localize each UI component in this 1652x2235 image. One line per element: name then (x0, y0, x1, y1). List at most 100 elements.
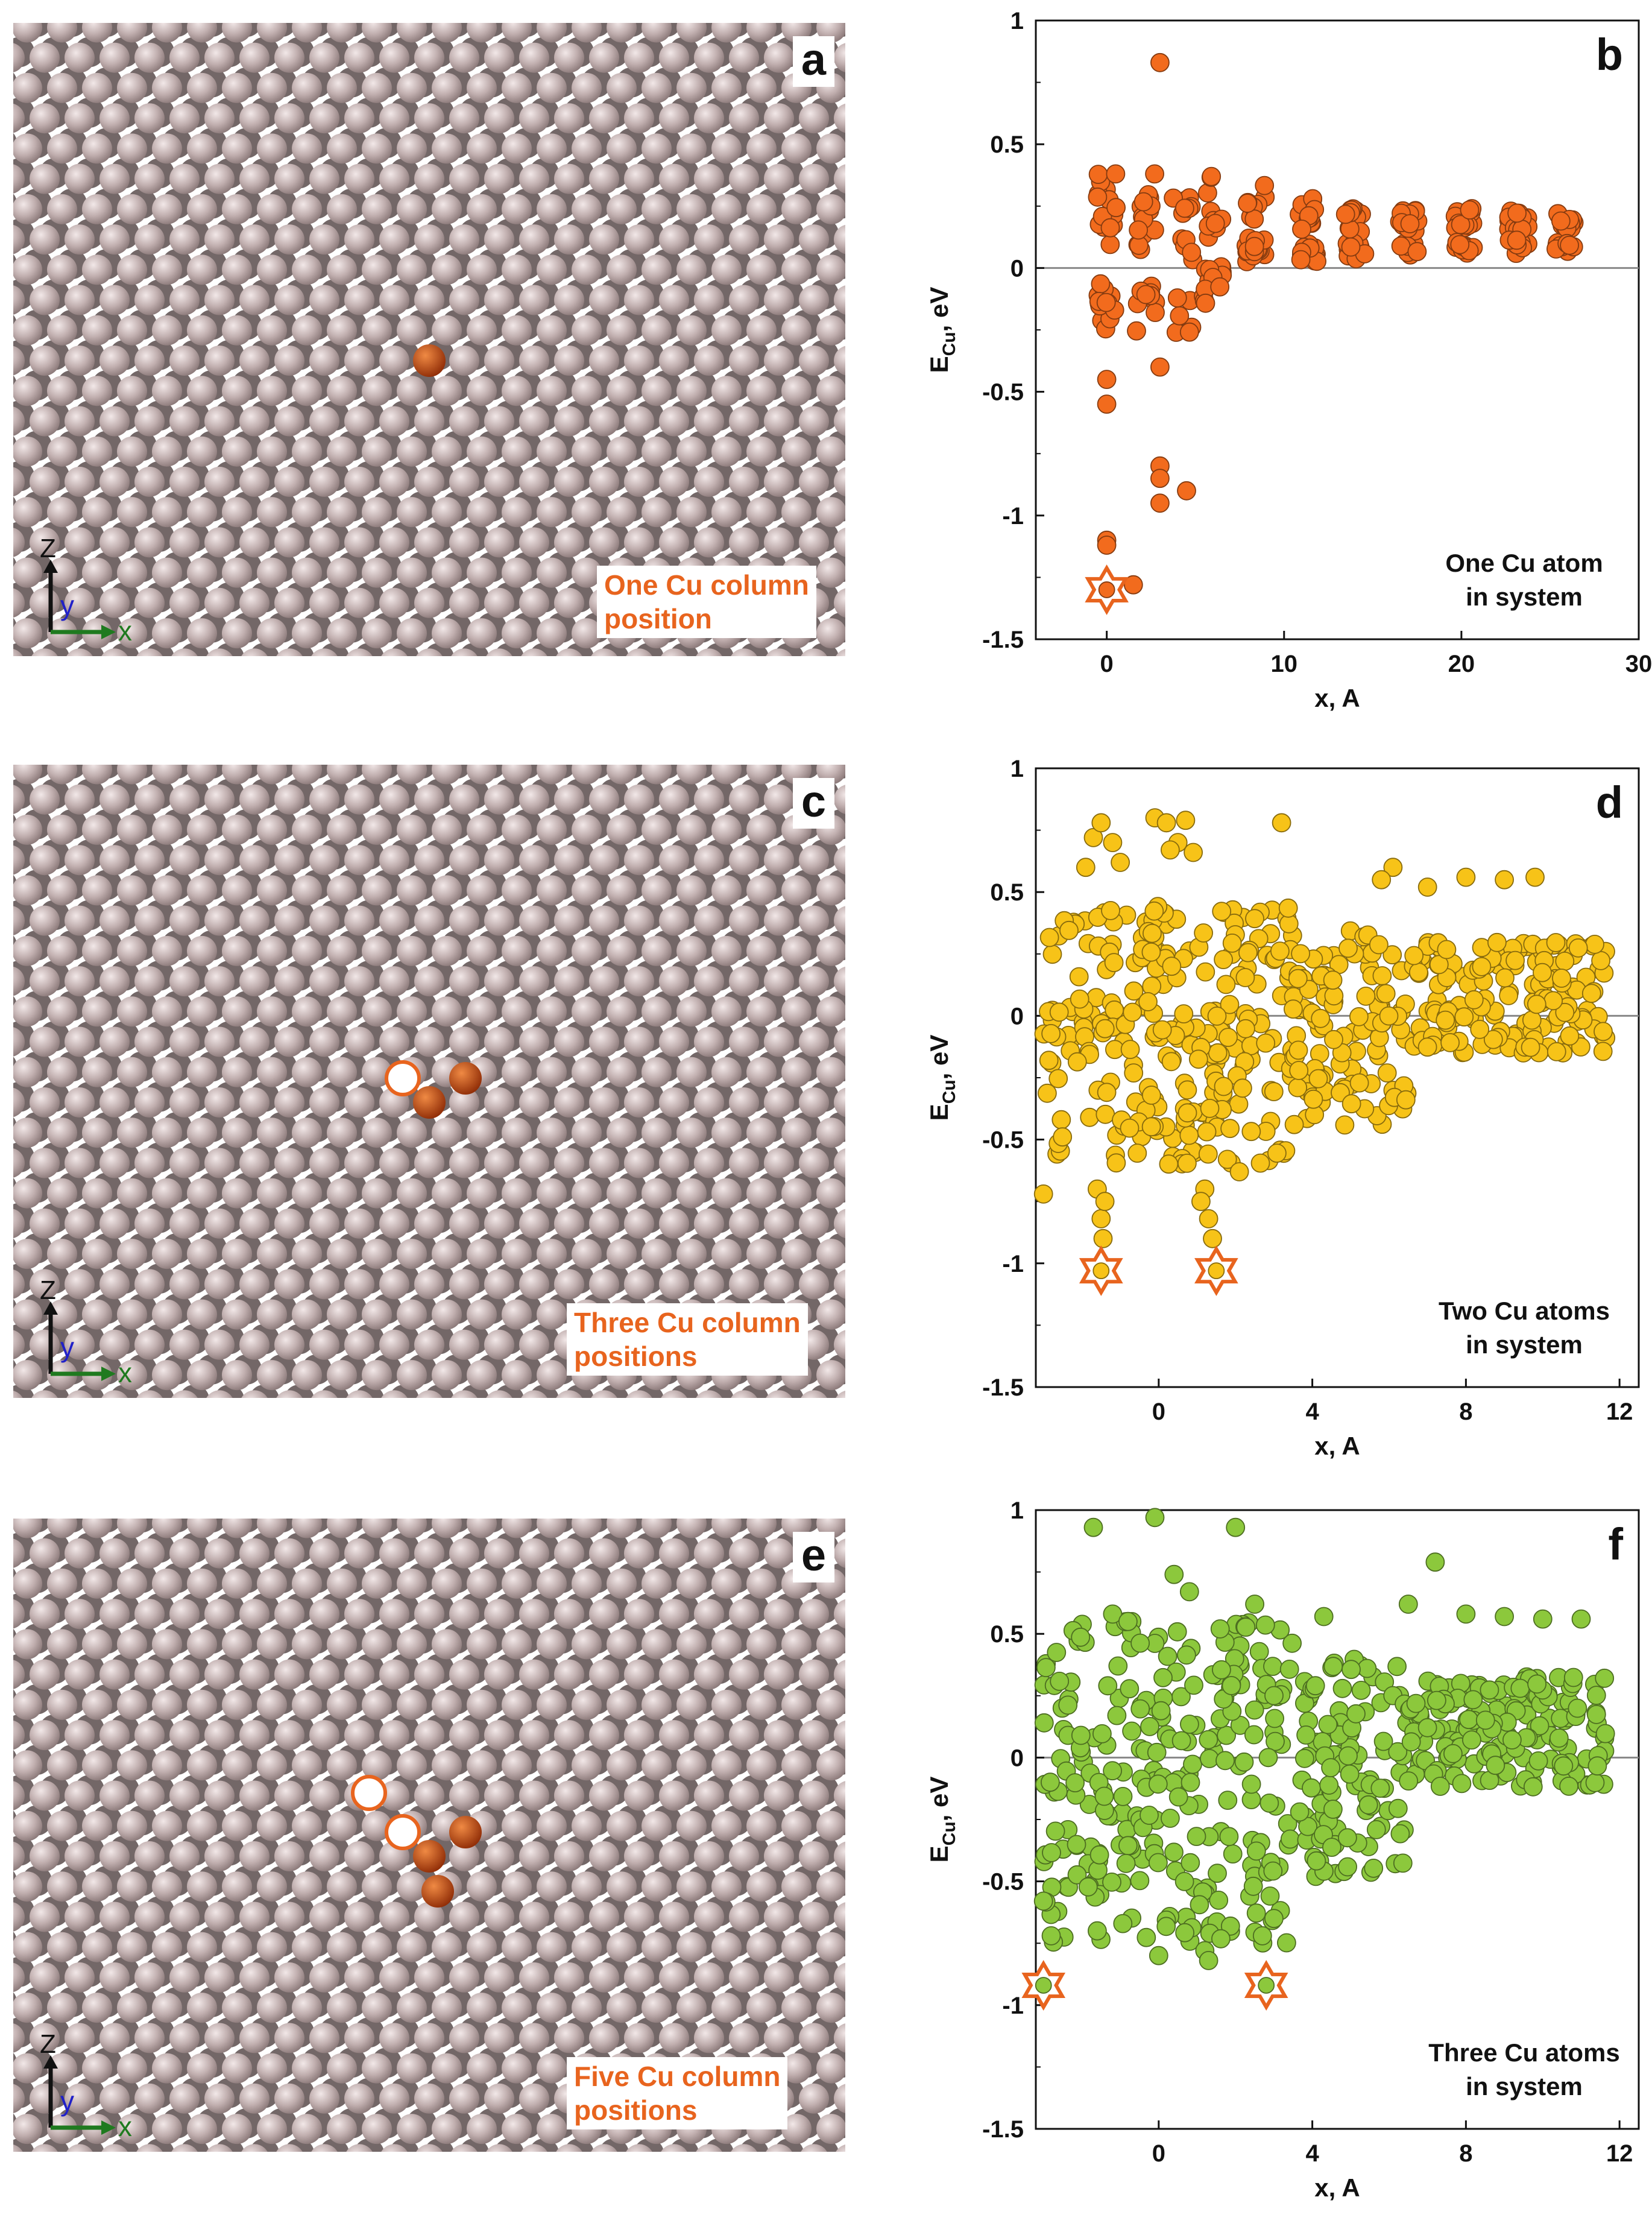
atom (572, 618, 602, 649)
atom (624, 784, 654, 815)
atom (206, 1390, 233, 1398)
atom (834, 2084, 845, 2114)
cu-vacant-position (351, 1775, 387, 1811)
atom (554, 42, 584, 73)
atom (362, 1932, 392, 1962)
atom (537, 875, 567, 906)
atom (554, 1208, 584, 1239)
atom (134, 103, 165, 134)
atom (694, 1208, 724, 1239)
data-point (1178, 1103, 1197, 1123)
atom (659, 346, 689, 376)
atom (187, 1689, 217, 1720)
atom (169, 966, 200, 997)
atom (607, 436, 637, 467)
atom (694, 42, 724, 73)
atom (467, 315, 497, 346)
atom (816, 1750, 845, 1781)
atom (414, 1962, 444, 1993)
atom (659, 845, 689, 876)
atom (537, 72, 567, 103)
atom-view-panel-a: a One Cu column position Z y x (13, 23, 845, 656)
atom (729, 1901, 759, 1932)
atom (257, 1629, 287, 1660)
atom (327, 2114, 357, 2145)
data-point (1200, 1099, 1220, 1118)
atom (711, 1932, 742, 1962)
atom (30, 42, 60, 73)
data-point (1217, 1725, 1236, 1745)
atom (169, 1659, 200, 1690)
atom (30, 966, 60, 997)
atom (117, 1568, 147, 1599)
atom (309, 406, 339, 437)
atom (397, 194, 427, 224)
annotation-line: in system (1466, 583, 1583, 611)
atom (13, 1902, 25, 1932)
atom (362, 497, 392, 528)
atom (397, 1871, 427, 1902)
atom (292, 1871, 322, 1902)
atom (257, 1299, 287, 1330)
atom (414, 2023, 444, 2053)
atom (30, 285, 60, 315)
atom (169, 1026, 200, 1057)
y-tick-label: -1 (1002, 503, 1024, 530)
atom (204, 1901, 235, 1932)
atom (13, 2114, 42, 2145)
atom (711, 1871, 742, 1902)
atom (572, 133, 602, 164)
data-point (1178, 1154, 1197, 1173)
data-point (1091, 274, 1111, 294)
atom (117, 1932, 147, 1962)
atom (171, 1390, 198, 1398)
x-tick-label: 30 (1625, 651, 1652, 677)
atom (222, 557, 252, 588)
atom (449, 466, 479, 497)
atom (414, 905, 444, 936)
atom (572, 765, 602, 785)
atom (502, 814, 532, 845)
atom (626, 1390, 652, 1398)
atom (292, 1057, 322, 1087)
atom (344, 966, 374, 997)
atom (204, 42, 235, 73)
atom (432, 133, 462, 164)
atom (99, 1720, 130, 1751)
atom (99, 2023, 130, 2053)
atom (311, 648, 338, 656)
atom (591, 2144, 617, 2152)
data-point (1288, 1078, 1308, 1098)
atom (484, 1599, 514, 1630)
atom (729, 2023, 759, 2053)
data-point (1594, 1022, 1613, 1042)
atom (169, 784, 200, 815)
atom (274, 406, 304, 437)
atom (344, 1208, 374, 1239)
atom (30, 527, 60, 558)
atom (764, 1538, 794, 1569)
atom (746, 23, 777, 43)
data-point (1097, 394, 1117, 414)
atom (169, 1901, 200, 1932)
atom (152, 1519, 182, 1538)
atom (589, 285, 619, 315)
y-tick-label: 1 (1010, 756, 1024, 782)
scatter-chart-f: 1 0.5 0 -0.5 -1 -1.5 0 4 8 12 x, A ECu, eV f Three Cu… (844, 1490, 1652, 2235)
data-point (1244, 1725, 1264, 1745)
data-point (1341, 237, 1361, 257)
atom (13, 2145, 23, 2152)
atom (816, 2053, 845, 2084)
atom (694, 406, 724, 437)
atom (589, 845, 619, 876)
atom (449, 1599, 479, 1630)
data-point (1533, 963, 1552, 982)
atom (117, 254, 147, 285)
atom (30, 224, 60, 255)
data-point (1140, 1716, 1159, 1736)
atom (239, 285, 270, 315)
atom (502, 1750, 532, 1781)
data-point (1069, 967, 1089, 987)
data-point (1223, 1844, 1243, 1864)
atom (99, 285, 130, 315)
